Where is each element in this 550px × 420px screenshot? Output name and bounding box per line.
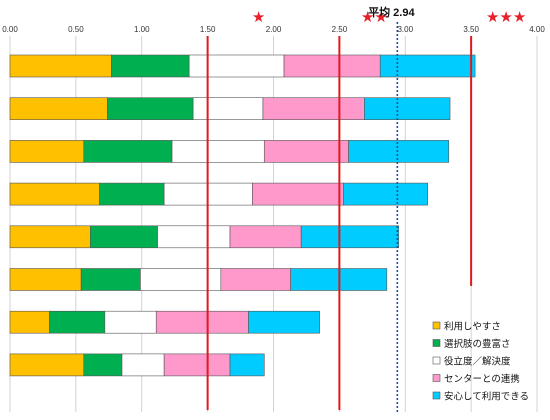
- legend-swatch: [432, 356, 441, 365]
- bar-segment: [111, 54, 190, 78]
- bar-segment: [9, 310, 50, 334]
- bar-segment: [9, 54, 112, 78]
- legend-swatch: [432, 391, 441, 400]
- bar-segment: [364, 97, 451, 120]
- bar-segment: [171, 140, 265, 163]
- legend-swatch: [432, 321, 441, 330]
- bar-segment: [90, 225, 158, 249]
- x-tick-label: 1.50: [200, 25, 216, 34]
- bar-segment: [343, 182, 428, 206]
- bar-segment: [104, 310, 157, 334]
- bar-segment: [9, 225, 91, 249]
- bar-segment: [80, 268, 141, 291]
- bar-segment: [9, 182, 100, 206]
- bar-segment: [262, 97, 365, 120]
- bar-segment: [263, 140, 349, 163]
- bar-segment: [9, 353, 85, 377]
- bar-segment: [188, 54, 285, 78]
- x-tick-label: 3.00: [397, 25, 413, 34]
- bar-segment: [49, 310, 106, 334]
- x-tick-label: 4.00: [529, 25, 545, 34]
- bar-segment: [283, 54, 381, 78]
- legend-label: センターとの連携: [444, 373, 520, 385]
- star-marker: ★: [252, 9, 265, 26]
- x-tick-label: 1.00: [134, 25, 150, 34]
- bar-segment: [229, 225, 302, 249]
- bar-segment: [163, 353, 231, 377]
- x-tick-label: 2.50: [332, 25, 348, 34]
- x-tick-label: 2.00: [266, 25, 282, 34]
- bar-segment: [300, 225, 399, 249]
- legend-label: 利用しやすさ: [444, 321, 501, 333]
- bar-segment: [83, 140, 173, 163]
- star-marker: ★★: [361, 9, 388, 26]
- average-label: 平均 2.94: [368, 5, 415, 19]
- bar-segment: [9, 268, 82, 291]
- bar-segment: [140, 268, 222, 291]
- x-tick-label: 0.00: [2, 25, 18, 34]
- bar-segment: [348, 140, 450, 163]
- legend-swatch: [432, 374, 441, 382]
- bar-segment: [155, 310, 249, 334]
- bar-segment: [229, 353, 265, 377]
- legend-swatch: [432, 339, 441, 347]
- bar-segment: [252, 182, 344, 206]
- reference-lines: ★ ★★ ★★★平均 2.94: [206, 5, 526, 412]
- x-axis-tick-labels: 0.00 0.50 1.00 1.50 2.00 2.50 3.00 3.50 4.00: [2, 25, 545, 34]
- x-tick-label: 0.50: [68, 25, 84, 34]
- bar-segment: [248, 310, 320, 334]
- bar-segment: [379, 54, 476, 78]
- bar-segment: [83, 353, 123, 377]
- bar-segment: [99, 182, 165, 206]
- legend-label: 安心して利用できる: [444, 391, 529, 403]
- legend-label: 選択肢の豊富さ: [444, 338, 511, 350]
- star-marker: ★★★: [486, 9, 526, 26]
- bar-segment: [9, 140, 85, 163]
- legend-label: 役立度／解決度: [444, 356, 511, 368]
- bar-segment: [121, 353, 165, 377]
- bar-segment: [220, 268, 291, 291]
- bar-segment: [192, 97, 264, 120]
- bar-segment: [9, 97, 108, 120]
- bar-segment: [107, 97, 194, 120]
- bar-segment: [157, 225, 231, 249]
- x-tick-label: 3.50: [463, 25, 479, 34]
